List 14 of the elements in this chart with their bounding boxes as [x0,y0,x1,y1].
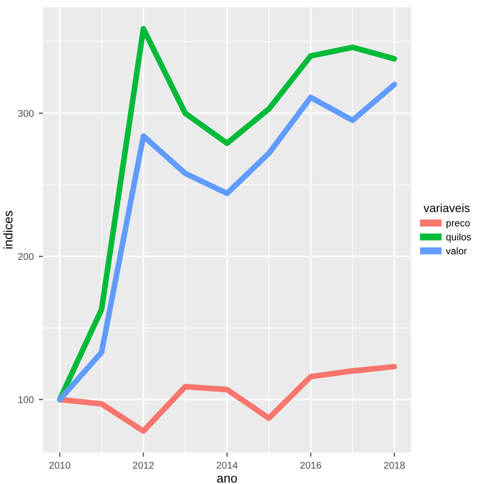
x-tick-label: 2014 [216,462,238,469]
y-axis-title: indices [3,210,13,249]
x-tick-label: 2018 [384,462,405,469]
legend-title: variaveis [424,204,470,212]
legend-label: preco [446,221,470,228]
x-tick-label: 2016 [300,462,322,469]
y-tick-label: 200 [18,253,34,260]
y-tick-label: 100 [18,396,34,404]
x-tick-label: 2010 [49,462,70,469]
y-tick-label: 300 [18,110,34,117]
legend-label: valor [446,247,467,254]
x-tick-label: 2012 [133,462,154,469]
x-axis-title: ano [217,476,237,483]
legend-label: quilos [446,233,471,242]
